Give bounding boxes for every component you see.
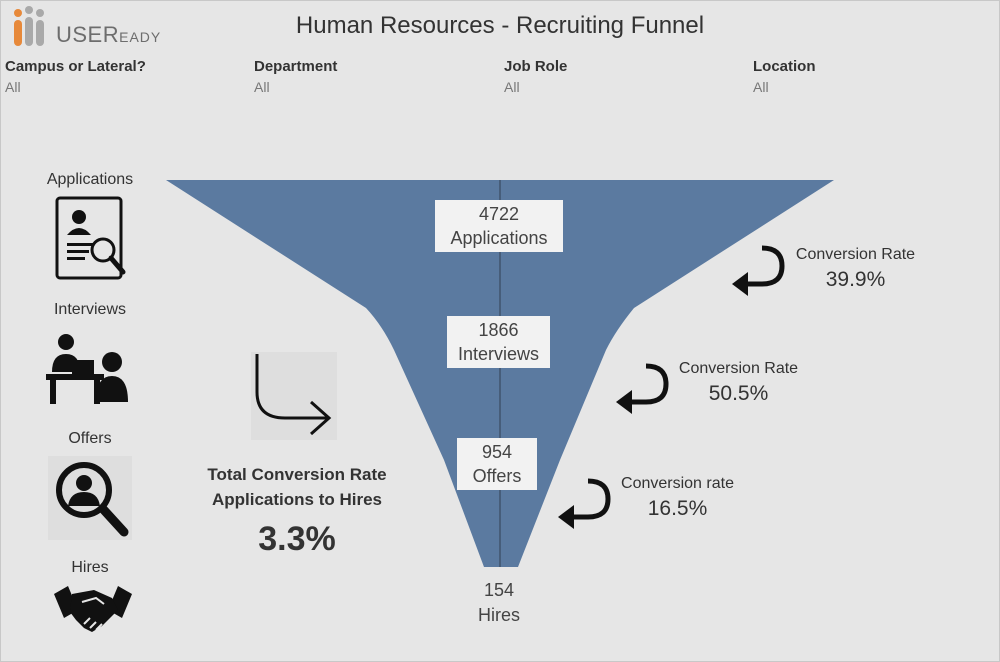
stage-label-interviews: Interviews [53,301,127,318]
curved-return-arrow-icon [616,363,669,414]
applications-label: Applications [450,228,548,248]
userready-logo-icon [14,6,44,46]
conversion-rate-value: 16.5% [647,497,708,520]
conversion-rate-3: Conversion rate 16.5% [610,475,745,521]
total-conversion-label: Total Conversion Rate Applications to Hi… [182,462,412,512]
curved-return-arrow-icon [732,245,785,296]
resume-search-icon [53,195,127,281]
funnel-box-applications: 4722 Applications [435,200,563,252]
conversion-rate-label: Conversion rate [621,475,734,492]
filter-value-department[interactable]: All [254,79,270,95]
conversion-rate-2: Conversion Rate 50.5% [671,360,806,406]
curved-down-right-arrow-icon [251,352,337,440]
filter-label: Campus or Lateral? [5,58,146,75]
total-conversion-value: 3.3% [258,520,336,558]
total-label-line1: Total Conversion Rate [207,465,387,484]
interviews-count: 1866 [478,320,519,340]
curved-return-arrow-icon [558,478,611,529]
offers-label: Offers [472,466,522,486]
funnel-box-offers: 954 Offers [457,438,537,490]
stage-label-applications: Applications [46,171,134,188]
conversion-rate-label: Conversion Rate [795,246,916,263]
hires-label: Hires [477,605,520,625]
conversion-rate-value: 50.5% [708,382,769,405]
filter-campus-or-lateral: Campus or Lateral? All [5,58,245,95]
offers-count: 954 [481,442,513,462]
filter-value-campus[interactable]: All [5,79,21,95]
stage-label-hires: Hires [71,559,109,576]
hires-count: 154 [483,580,515,600]
filter-location: Location All [753,58,993,95]
filter-label: Job Role [504,58,568,75]
filter-label: Location [753,58,816,75]
filter-label: Department [254,58,338,75]
filter-job-role: Job Role All [504,58,744,95]
conversion-rate-value: 39.9% [825,268,886,291]
filter-value-location[interactable]: All [753,79,769,95]
interviews-label: Interviews [457,344,540,364]
conversion-rate-1: Conversion Rate 39.9% [788,246,923,292]
person-search-icon [48,456,132,540]
total-label-line2: Applications to Hires [211,490,383,509]
userready-logo: USEREADY [10,4,170,50]
interview-icon [44,330,132,408]
handshake-icon [52,580,134,636]
funnel-box-interviews: 1866 Interviews [447,316,550,368]
applications-count: 4722 [478,204,520,224]
filter-department: Department All [254,58,494,95]
stage-label-offers: Offers [68,430,112,447]
logo-text: USEREADY [56,22,162,47]
conversion-rate-label: Conversion Rate [678,360,799,377]
filter-value-job-role[interactable]: All [504,79,520,95]
page-title: Human Resources - Recruiting Funnel [295,12,705,39]
funnel-hires: 154 Hires [449,578,549,628]
